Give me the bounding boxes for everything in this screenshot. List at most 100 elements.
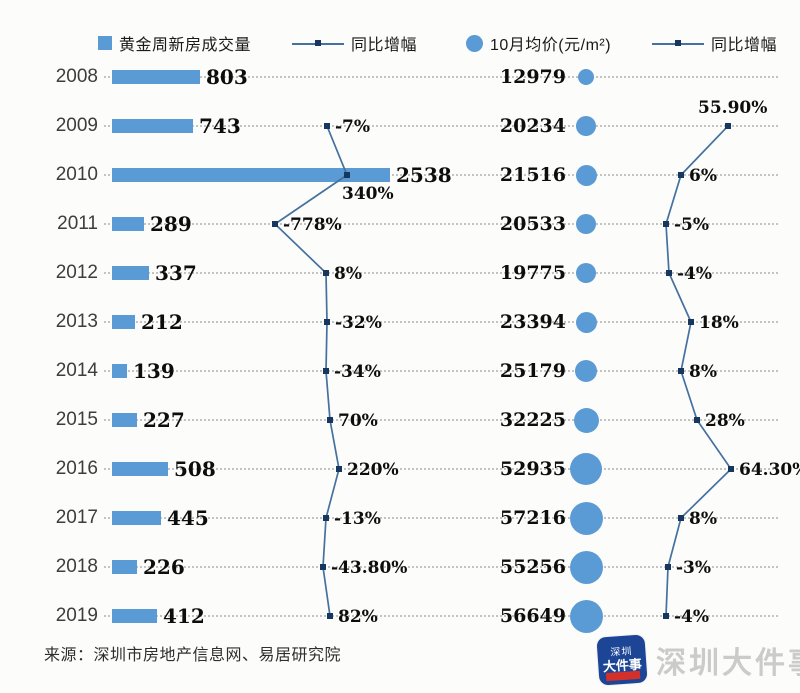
volume-value-label: 226 <box>143 555 185 579</box>
volume-bar <box>112 364 127 378</box>
source-note: 来源：深圳市房地产信息网、易居研究院 <box>44 647 342 664</box>
volume-growth-label: -778% <box>283 215 342 235</box>
price-bubble <box>575 311 597 333</box>
year-axis-label: 2015 <box>55 409 98 430</box>
row-gridline <box>104 419 778 421</box>
line-swatch-icon <box>652 39 704 46</box>
price-growth-label: 55.90% <box>698 98 768 118</box>
price-growth-marker <box>663 613 669 619</box>
price-growth-label: -4% <box>674 607 710 627</box>
year-axis-label: 2014 <box>55 360 98 381</box>
price-growth-label: -5% <box>674 215 710 235</box>
volume-bar <box>112 609 157 623</box>
price-bubble <box>569 501 603 535</box>
volume-growth-marker <box>323 515 329 521</box>
row-gridline <box>104 517 778 519</box>
volume-value-label: 445 <box>167 506 209 530</box>
price-bubble <box>569 550 603 584</box>
price-growth-label: -4% <box>677 264 713 284</box>
volume-growth-marker <box>327 417 333 423</box>
volume-value-label: 227 <box>143 408 185 432</box>
year-axis-label: 2019 <box>55 605 98 626</box>
volume-bar <box>112 119 193 133</box>
volume-value-label: 743 <box>199 114 241 138</box>
year-axis-label: 2012 <box>55 262 98 283</box>
price-value-label: 20234 <box>499 115 566 137</box>
volume-bar <box>112 413 137 427</box>
price-growth-marker <box>663 221 669 227</box>
year-axis-label: 2008 <box>55 66 98 87</box>
volume-value-label: 2538 <box>396 163 452 187</box>
row-gridline <box>104 370 778 372</box>
price-bubble <box>573 407 599 433</box>
volume-value-label: 508 <box>174 457 216 481</box>
legend-item-volume-growth: 同比增幅 <box>292 28 417 58</box>
price-value-label: 21516 <box>499 164 566 186</box>
price-growth-marker <box>728 466 734 472</box>
year-axis-label: 2017 <box>55 507 98 528</box>
volume-growth-label: -34% <box>334 362 381 382</box>
logo-red-strip <box>605 670 641 682</box>
year-axis-label: 2018 <box>55 556 98 577</box>
price-growth-label: 6% <box>689 166 717 186</box>
price-value-label: 12979 <box>499 66 566 88</box>
volume-bar <box>112 315 135 329</box>
legend-item-price-growth: 同比增幅 <box>652 28 777 58</box>
legend-label: 10月均价(元/m²) <box>490 37 612 54</box>
price-growth-label: 64.30% <box>739 460 800 480</box>
price-value-label: 25179 <box>499 360 566 382</box>
year-axis-label: 2010 <box>55 164 98 185</box>
volume-growth-marker <box>344 172 350 178</box>
row-gridline <box>104 125 778 127</box>
bar-swatch-icon <box>98 36 112 50</box>
row-gridline <box>104 174 778 176</box>
legend-label: 黄金周新房成交量 <box>119 37 252 54</box>
price-growth-label: 8% <box>689 509 717 529</box>
volume-growth-marker <box>327 613 333 619</box>
price-value-label: 23394 <box>499 311 566 333</box>
volume-value-label: 803 <box>206 65 248 89</box>
price-growth-marker <box>678 368 684 374</box>
row-gridline <box>104 272 778 274</box>
volume-bar <box>112 462 168 476</box>
price-growth-marker <box>665 564 671 570</box>
legend-label: 同比增幅 <box>711 37 778 54</box>
volume-value-label: 289 <box>150 212 192 236</box>
volume-value-label: 139 <box>133 359 175 383</box>
shenzhen-dajianshi-logo: 深圳 大件事 <box>596 634 648 686</box>
price-bubble <box>575 360 597 382</box>
price-value-label: 20533 <box>499 213 566 235</box>
row-gridline <box>104 223 778 225</box>
price-bubble <box>569 599 603 633</box>
volume-growth-label: -43.80% <box>331 558 408 578</box>
row-gridline <box>104 566 778 568</box>
price-bubble <box>570 453 602 485</box>
volume-value-label: 337 <box>155 261 197 285</box>
legend-item-volume: 黄金周新房成交量 <box>98 28 251 58</box>
year-axis-label: 2009 <box>55 115 98 136</box>
volume-growth-label: -32% <box>335 313 382 333</box>
volume-growth-label: 8% <box>334 264 362 284</box>
volume-bar <box>112 217 144 231</box>
price-growth-label: -3% <box>676 558 712 578</box>
price-value-label: 32225 <box>499 409 566 431</box>
price-growth-marker <box>678 172 684 178</box>
price-value-label: 55256 <box>499 556 566 578</box>
volume-bar <box>112 560 137 574</box>
price-value-label: 57216 <box>499 507 566 529</box>
price-bubble <box>578 69 594 85</box>
volume-growth-marker <box>336 466 342 472</box>
row-gridline <box>104 615 778 617</box>
legend-item-price: 10月均价(元/m²) <box>466 28 611 58</box>
price-growth-marker <box>666 270 672 276</box>
chart-legend: 黄金周新房成交量 同比增幅 10月均价(元/m²) 同比增幅 <box>0 28 800 58</box>
legend-label: 同比增幅 <box>351 37 418 54</box>
year-axis-label: 2011 <box>57 213 98 234</box>
price-growth-marker <box>678 515 684 521</box>
price-value-label: 56649 <box>499 605 566 627</box>
year-axis-label: 2013 <box>55 311 98 332</box>
price-value-label: 52935 <box>499 458 566 480</box>
